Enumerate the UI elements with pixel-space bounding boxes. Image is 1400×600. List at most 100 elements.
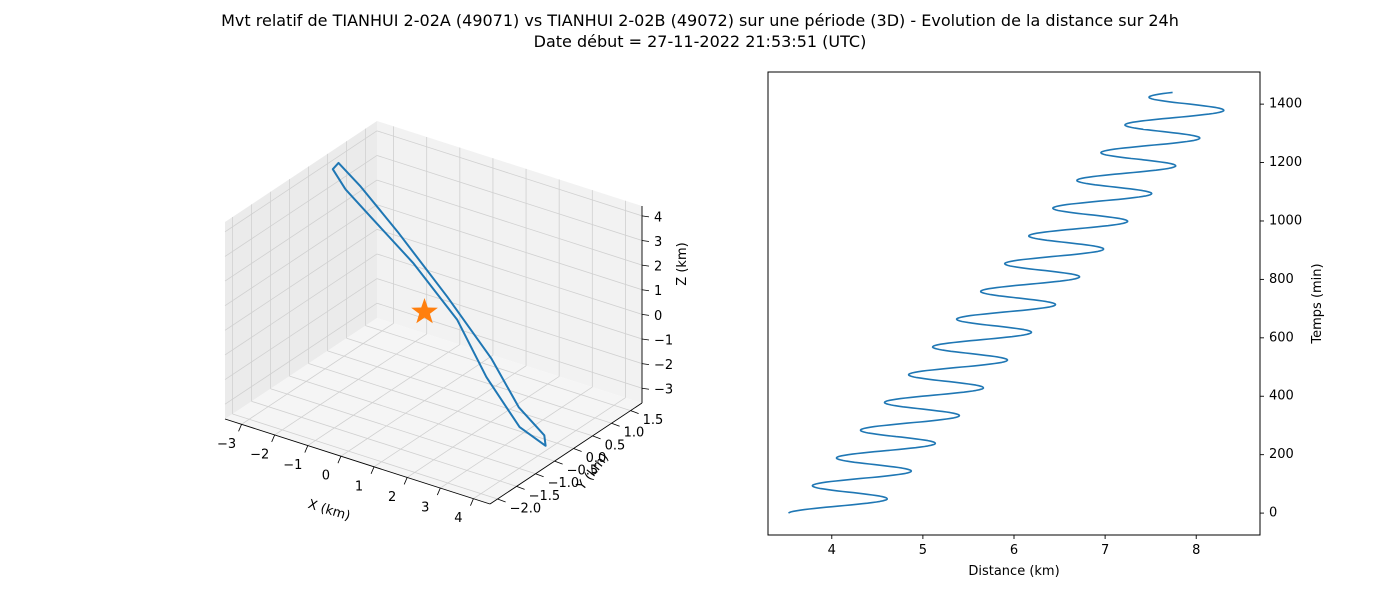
plot-3d-relative-motion: −3 −2 −1 0 1 2 3 4 −2.0−1.5−1.0−0.50.00.51.01.5… [217,121,690,526]
reference-star-marker [411,298,438,324]
y-tick-mark-3d [535,473,544,478]
y-tick-mark-3d [611,422,620,427]
y-axis-line-3d [489,402,643,505]
x-tick-mark-3d [304,445,309,453]
gridline-x-floor [406,376,560,478]
z-tick-label-3d: 3 [654,235,662,250]
plot-distance-time: 4 5 6 7 8 0 200 400 600 800 1000 1200 1400 Distance… [767,71,1325,579]
z-tick-mark-3d [641,313,650,316]
y-tick-label-3d: 1.5 [643,413,664,428]
gridline-z-back [376,228,643,315]
z-tick-mark-3d [641,387,650,390]
x-tick-label-2d: 6 [1010,543,1018,558]
x-tick-label-2d: 8 [1192,543,1200,558]
x-tick-mark-3d [470,498,474,506]
z-tick-mark-3d [641,363,650,365]
gridline-y-floor [232,413,498,500]
y-tick-mark-3d [592,435,601,440]
z-tick-label-3d: −1 [654,333,673,348]
gridline-y-floor [270,388,536,475]
y-tick-label-2d: 200 [1269,447,1294,462]
gridline-y-floor [289,375,555,462]
y-tick-label-2d: 400 [1269,389,1294,404]
x-tick-label-2d: 4 [828,543,836,558]
gridline-y-floor [327,350,593,437]
figure-subtitle: Date début = 27-11-2022 21:53:51 (UTC) [534,32,867,51]
y-tick-label-3d: −1.0 [548,476,580,491]
gridline-x-floor [241,322,394,425]
y-tick-label-3d: −0.5 [567,464,599,479]
x-tick-label-3d: 1 [355,479,363,494]
x-tick-mark-3d [370,466,375,474]
x-tick-label-3d: 0 [322,469,330,484]
gridline-z-side [224,155,378,257]
x-tick-mark-3d [238,424,242,432]
x-tick-mark-3d [337,456,342,464]
x-tick-label-2d: 5 [919,543,927,558]
x-tick-mark-3d [271,434,276,443]
gridline-z-side [224,204,378,307]
gridline-y-floor [251,400,517,487]
y-tick-mark-3d [554,460,563,465]
y-tick-mark-3d [497,498,506,503]
x-tick-label-3d: 4 [454,511,462,526]
gridline-z-back [376,278,643,364]
gridline-z-back [376,253,643,340]
z-tick-mark-3d [641,264,650,267]
y-tick-mark-3d [630,410,639,414]
figure-title: Mvt relatif de TIANHUI 2-02A (49071) vs … [221,11,1179,30]
gridline-x-floor [274,333,427,436]
z-ticks-3d: −3 −2 −1 0 1 2 3 4 [641,210,673,398]
y-tick-label-2d: 600 [1269,330,1294,345]
y-tick-label-3d: 1.0 [624,426,645,441]
gridline-z-back [376,130,643,217]
gridline-x-floor [473,397,626,500]
x-tick-label-2d: 7 [1101,543,1109,558]
x-tick-mark-3d [403,477,408,485]
x-tick-label-3d: −2 [250,447,269,462]
z-tick-label-3d: 1 [654,284,662,299]
x-tick-label-3d: 2 [388,490,396,505]
gridline-x-floor [373,365,527,468]
x-tick-label-3d: −1 [283,458,302,473]
x-ticks-3d: −3 −2 −1 0 1 2 3 4 [217,424,474,526]
y-tick-label-3d: −2.0 [510,501,542,516]
y-tick-mark-3d [573,448,582,452]
x-axis-label-2d: Distance (km) [968,564,1059,579]
gridline-x-floor [340,354,494,457]
x-axis-line-3d [224,418,491,505]
z-tick-mark-3d [641,338,650,341]
y-tick-label-3d: 0.5 [605,438,626,453]
gridline-x-floor [440,386,593,489]
floor-pane [225,318,642,504]
gridline-z-side [224,278,378,380]
z-axis-label-3d: Z (km) [675,242,690,285]
z-tick-mark-3d [641,215,650,218]
gridline-z-side [224,302,378,405]
gridline-z-back [376,155,643,241]
z-tick-label-3d: −2 [654,358,673,373]
gridline-z-side [224,229,378,331]
x-ticks-2d: 4 5 6 7 8 [828,535,1200,558]
y-tick-label-2d: 1200 [1269,155,1302,170]
y-tick-label-3d: 0.0 [586,451,607,466]
y-tick-label-2d: 800 [1269,272,1294,287]
gridline-z-back [376,179,643,266]
y-tick-mark-3d [516,485,525,490]
distance-series-line [788,91,1225,514]
side-pane [225,121,377,419]
gridline-y-floor [365,325,631,411]
z-tick-mark-3d [641,240,650,242]
x-tick-label-3d: −3 [217,437,236,452]
gridline-z-side [224,253,378,356]
z-tick-mark-3d [641,289,650,292]
gridline-x-floor [307,344,461,446]
axis-lines-3d [224,206,643,505]
z-tick-label-3d: −3 [654,383,673,398]
x-tick-mark-3d [436,487,441,496]
gridline-y-floor [346,337,612,424]
y-tick-label-2d: 1400 [1269,97,1302,112]
z-tick-label-3d: 4 [654,210,662,225]
z-tick-label-3d: 0 [654,309,662,324]
